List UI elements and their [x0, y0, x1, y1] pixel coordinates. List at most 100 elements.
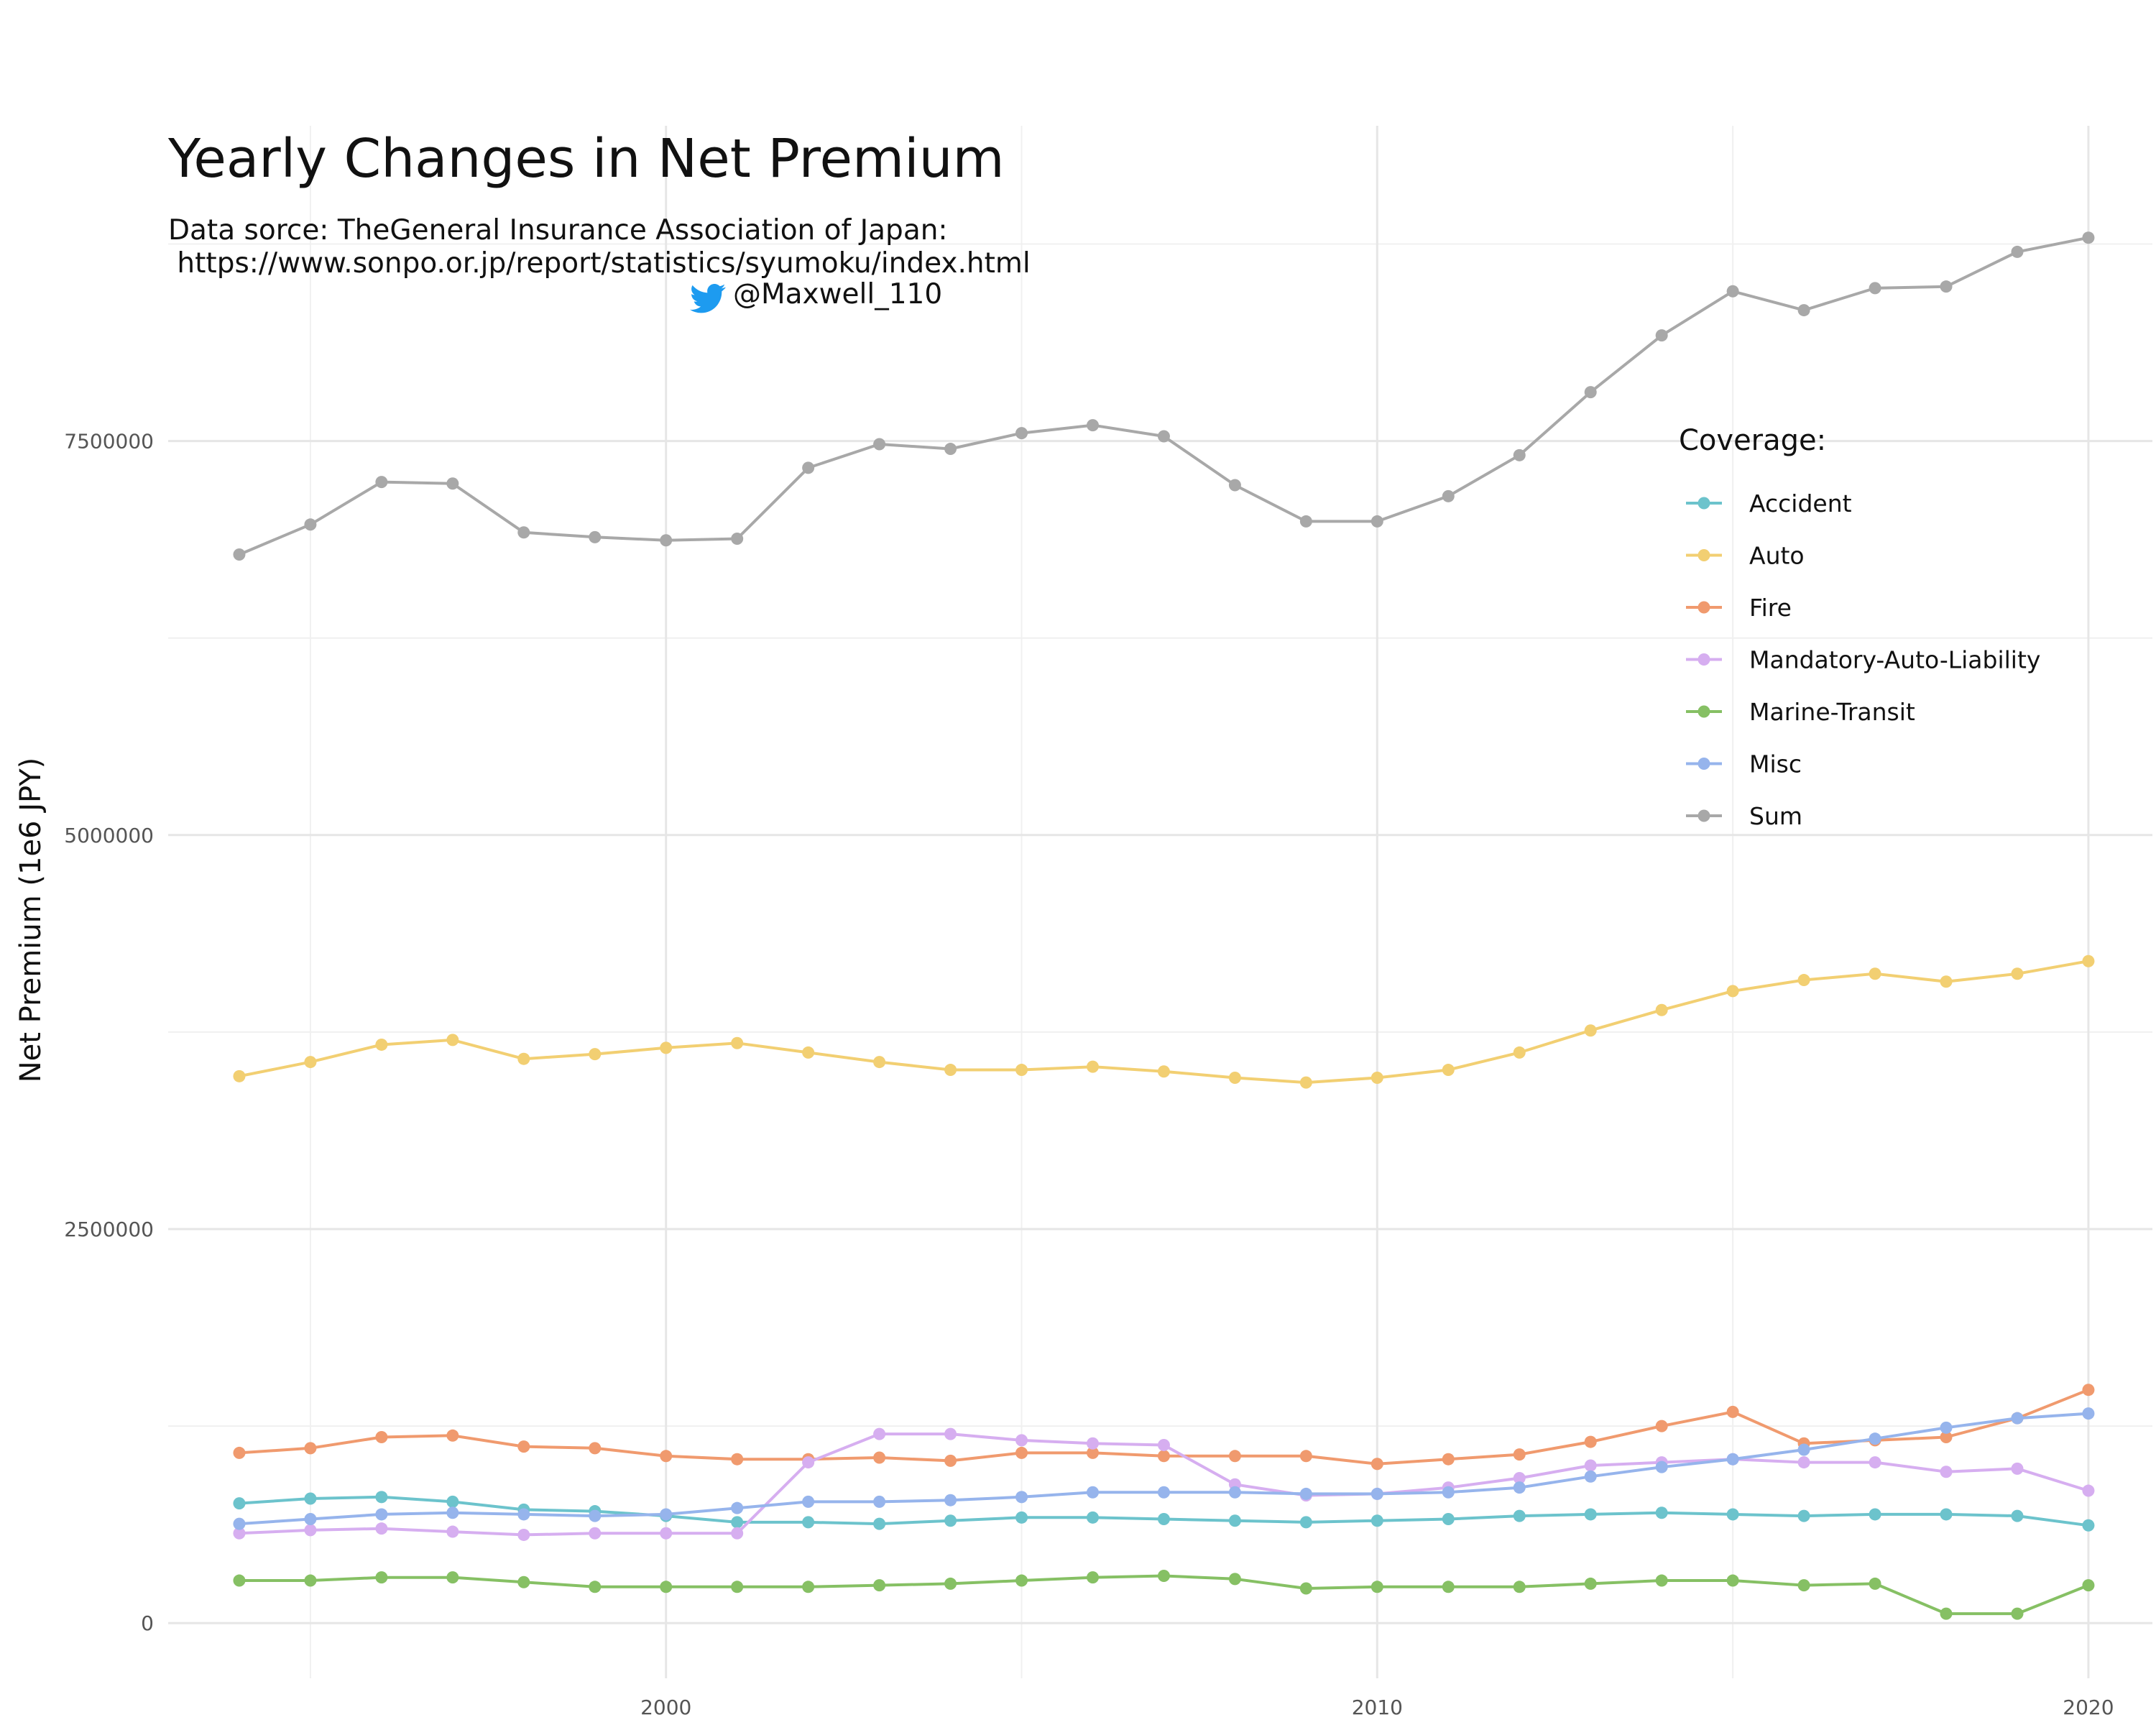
data-point-misc — [2011, 1412, 2024, 1425]
data-point-auto — [1299, 1076, 1312, 1089]
data-point-sum — [1299, 515, 1312, 528]
data-point-fire — [731, 1453, 744, 1466]
data-point-misc — [375, 1508, 388, 1521]
data-point-misc — [660, 1508, 673, 1521]
series-line-auto — [239, 960, 2089, 1085]
data-point-misc — [1299, 1487, 1312, 1500]
data-point-sum — [446, 477, 459, 490]
data-point-misc — [731, 1501, 744, 1514]
y-tick-label: 7500000 — [64, 430, 154, 454]
data-point-misc — [517, 1508, 530, 1521]
data-point-mandatory-auto-liability — [517, 1528, 530, 1541]
data-point-auto — [1015, 1064, 1028, 1077]
data-point-misc — [446, 1506, 459, 1519]
data-point-auto — [446, 1034, 459, 1046]
data-point-auto — [589, 1048, 602, 1061]
data-point-auto — [1513, 1046, 1526, 1059]
data-point-sum — [375, 476, 388, 489]
data-point-fire — [1513, 1448, 1526, 1461]
data-point-auto — [1157, 1065, 1170, 1078]
data-point-fire — [2082, 1384, 2095, 1397]
data-point-marine-transit — [1797, 1579, 1810, 1592]
legend-label: Accident — [1749, 489, 1852, 518]
data-point-marine-transit — [1442, 1581, 1455, 1593]
data-point-auto — [1086, 1060, 1099, 1073]
data-point-sum — [1869, 282, 1881, 295]
data-point-fire — [660, 1450, 673, 1463]
data-point-mandatory-auto-liability — [2082, 1484, 2095, 1497]
data-point-misc — [1940, 1421, 1953, 1434]
data-point-marine-transit — [2082, 1579, 2095, 1592]
data-point-auto — [1228, 1072, 1241, 1085]
data-point-marine-transit — [1726, 1574, 1739, 1587]
data-point-marine-transit — [1015, 1574, 1028, 1587]
series-misc — [233, 1407, 2095, 1530]
data-point-marine-transit — [802, 1581, 815, 1593]
data-point-mandatory-auto-liability — [1157, 1438, 1170, 1451]
data-point-accident — [1442, 1513, 1455, 1526]
data-point-sum — [1797, 304, 1810, 317]
data-point-mandatory-auto-liability — [1015, 1434, 1028, 1447]
legend-item-fire: Fire — [1686, 594, 1792, 622]
data-point-mandatory-auto-liability — [1940, 1466, 1953, 1478]
data-point-marine-transit — [1157, 1569, 1170, 1582]
data-point-marine-transit — [1940, 1607, 1953, 1620]
data-point-marine-transit — [1228, 1573, 1241, 1586]
data-point-misc — [1655, 1460, 1668, 1473]
data-point-misc — [1157, 1486, 1170, 1499]
data-point-misc — [802, 1495, 815, 1508]
data-point-marine-transit — [446, 1571, 459, 1584]
author-handle: @Maxwell_110 — [733, 278, 942, 310]
data-point-accident — [731, 1516, 744, 1529]
data-point-sum — [1655, 329, 1668, 342]
data-point-accident — [944, 1514, 957, 1527]
data-point-marine-transit — [589, 1581, 602, 1593]
data-point-fire — [1655, 1420, 1668, 1432]
x-tick-label: 2020 — [2063, 1696, 2114, 1719]
data-point-fire — [233, 1446, 246, 1459]
data-point-sum — [1015, 427, 1028, 440]
data-point-fire — [873, 1451, 886, 1464]
data-point-fire — [1157, 1450, 1170, 1463]
data-point-fire — [1228, 1450, 1241, 1463]
chart-subtitle-line-2: https://www.sonpo.or.jp/report/statistic… — [168, 247, 1031, 280]
legend-key-point — [1697, 758, 1710, 770]
data-point-auto — [944, 1064, 957, 1077]
data-point-accident — [1370, 1514, 1383, 1527]
data-point-misc — [1726, 1453, 1739, 1466]
data-point-accident — [802, 1516, 815, 1529]
data-point-misc — [1513, 1481, 1526, 1494]
data-point-marine-transit — [1584, 1577, 1597, 1590]
data-point-sum — [1370, 515, 1383, 528]
data-point-misc — [304, 1513, 317, 1526]
data-point-mandatory-auto-liability — [873, 1427, 886, 1440]
data-point-fire — [1726, 1405, 1739, 1418]
legend-title: Coverage: — [1679, 424, 1826, 457]
y-tick-label: 2500000 — [64, 1218, 154, 1241]
data-point-mandatory-auto-liability — [233, 1527, 246, 1540]
data-point-auto — [1726, 985, 1739, 998]
data-point-fire — [1299, 1450, 1312, 1463]
data-point-misc — [1015, 1491, 1028, 1504]
data-point-accident — [2082, 1519, 2095, 1532]
data-point-sum — [1513, 448, 1526, 461]
data-point-accident — [1797, 1509, 1810, 1522]
legend-key-point — [1697, 497, 1710, 510]
legend-item-mandatory-auto-liability: Mandatory-Auto-Liability — [1686, 646, 2040, 674]
data-point-sum — [1228, 479, 1241, 492]
data-point-mandatory-auto-liability — [1086, 1437, 1099, 1450]
data-point-accident — [1869, 1508, 1881, 1521]
data-point-mandatory-auto-liability — [731, 1527, 744, 1540]
data-point-sum — [660, 534, 673, 547]
data-point-marine-transit — [873, 1579, 886, 1592]
y-tick-label: 0 — [141, 1611, 154, 1635]
data-point-accident — [1299, 1516, 1312, 1529]
data-point-sum — [233, 548, 246, 561]
legend-key-point — [1697, 809, 1710, 822]
chart-subtitle-line-1: Data sorce: TheGeneral Insurance Associa… — [168, 214, 948, 247]
data-point-mandatory-auto-liability — [944, 1427, 957, 1440]
data-point-marine-transit — [2011, 1607, 2024, 1620]
x-tick-label: 2010 — [1352, 1696, 1403, 1719]
data-point-misc — [1584, 1470, 1597, 1483]
data-point-misc — [1442, 1486, 1455, 1499]
